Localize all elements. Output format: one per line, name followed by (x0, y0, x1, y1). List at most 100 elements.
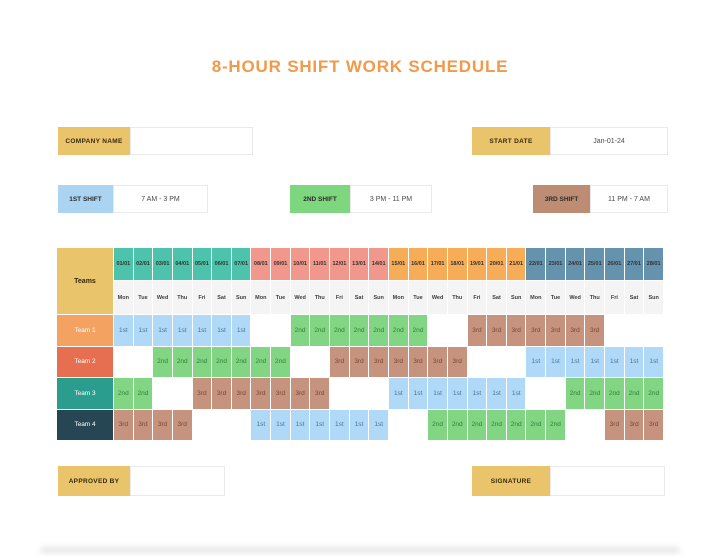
shift-cell-off (408, 409, 428, 440)
shift-cell-3rd: 3rd (192, 378, 212, 409)
shift-cell-1st: 1st (585, 346, 605, 377)
date-header-cell: 02/01 (133, 248, 153, 280)
shift-cell-1st: 1st (349, 409, 369, 440)
day-header-cell: Tue (408, 281, 428, 314)
company-name-field[interactable] (130, 127, 253, 155)
shift-cell-1st: 1st (251, 409, 271, 440)
shift-cell-3rd: 3rd (133, 409, 153, 440)
date-header-cell: 24/01 (565, 248, 585, 280)
day-header-cell: Tue (271, 281, 290, 314)
day-header-cell: Thu (172, 281, 192, 314)
shift-cell-3rd: 3rd (114, 409, 133, 440)
shift-cell-3rd: 3rd (330, 346, 349, 377)
shift-cell-3rd: 3rd (408, 346, 428, 377)
approved-by-field[interactable] (130, 466, 225, 496)
shift-cell-1st: 1st (506, 378, 526, 409)
day-header-cell: Mon (251, 281, 271, 314)
date-header-cell: 12/01 (330, 248, 349, 280)
date-header-cell: 09/01 (271, 248, 290, 280)
day-header-cell: Mon (388, 281, 408, 314)
shift-cell-off (251, 315, 271, 346)
shift-cell-1st: 1st (605, 346, 624, 377)
date-header-cell: 04/01 (172, 248, 192, 280)
date-header-cell: 13/01 (349, 248, 369, 280)
date-header-cell: 21/01 (506, 248, 526, 280)
day-header-cell: Sun (506, 281, 526, 314)
shift-cell-2nd: 2nd (212, 346, 231, 377)
shift-cell-2nd: 2nd (428, 409, 447, 440)
day-header-cell: Wed (565, 281, 585, 314)
day-header-cell: Fri (192, 281, 212, 314)
shift-cell-off (644, 315, 663, 346)
shift-cell-2nd: 2nd (114, 378, 133, 409)
date-header-cell: 18/01 (447, 248, 467, 280)
team-row-label: Team 3 (57, 378, 113, 409)
shift-cell-2nd: 2nd (369, 315, 388, 346)
date-header-cell: 07/01 (231, 248, 251, 280)
team-row-label: Team 1 (57, 315, 113, 346)
day-header-cell: Sat (349, 281, 369, 314)
shift-cell-1st: 1st (271, 409, 290, 440)
date-header-cell: 15/01 (388, 248, 408, 280)
start-date-field[interactable]: Jan-01-24 (550, 127, 668, 155)
shift-cell-2nd: 2nd (506, 409, 526, 440)
shift-cell-off (585, 409, 605, 440)
team-row-label: Team 4 (57, 409, 113, 440)
signature-label: SIGNATURE (472, 466, 550, 496)
shift-cell-1st: 1st (310, 409, 330, 440)
teams-header-cell: Teams (57, 248, 113, 314)
shift-cell-2nd: 2nd (605, 378, 624, 409)
shift-cell-3rd: 3rd (487, 315, 506, 346)
shift-cell-1st: 1st (408, 378, 428, 409)
shift-cell-3rd: 3rd (526, 315, 546, 346)
shift-cell-2nd: 2nd (290, 315, 310, 346)
day-header-cell: Thu (447, 281, 467, 314)
day-header-cell: Fri (330, 281, 349, 314)
shift-cell-2nd: 2nd (349, 315, 369, 346)
second-shift-legend-label: 2ND SHIFT (290, 185, 350, 213)
shift-cell-3rd: 3rd (251, 378, 271, 409)
date-header-cell: 11/01 (310, 248, 330, 280)
date-header-cell: 22/01 (526, 248, 546, 280)
shift-cell-off (290, 346, 310, 377)
shift-cell-1st: 1st (231, 315, 251, 346)
date-header-cell: 10/01 (290, 248, 310, 280)
shift-cell-off (565, 409, 585, 440)
shift-cell-2nd: 2nd (408, 315, 428, 346)
day-header-cell: Sat (487, 281, 506, 314)
company-name-label: COMPANY NAME (58, 127, 130, 155)
shift-cell-2nd: 2nd (251, 346, 271, 377)
shift-cell-1st: 1st (388, 378, 408, 409)
shift-cell-3rd: 3rd (644, 409, 663, 440)
date-header-cell: 19/01 (467, 248, 487, 280)
day-header-cell: Fri (605, 281, 624, 314)
day-header-cell: Mon (114, 281, 133, 314)
day-header-cell: Thu (585, 281, 605, 314)
shift-cell-3rd: 3rd (271, 378, 290, 409)
page-title: 8-HOUR SHIFT WORK SCHEDULE (211, 57, 509, 76)
shift-cell-2nd: 2nd (644, 378, 663, 409)
shift-cell-off (506, 346, 526, 377)
shift-cell-1st: 1st (369, 409, 388, 440)
shift-cell-3rd: 3rd (231, 378, 251, 409)
shift-cell-off (546, 378, 565, 409)
shift-cell-1st: 1st (172, 315, 192, 346)
day-header-cell: Sun (369, 281, 388, 314)
date-header-cell: 17/01 (428, 248, 447, 280)
shift-cell-2nd: 2nd (153, 346, 172, 377)
day-header-cell: Sat (212, 281, 231, 314)
shift-cell-2nd: 2nd (330, 315, 349, 346)
third-shift-time: 11 PM - 7 AM (590, 185, 668, 213)
shift-cell-2nd: 2nd (487, 409, 506, 440)
shift-cell-1st: 1st (447, 378, 467, 409)
shift-cell-off (310, 346, 330, 377)
shift-cell-1st: 1st (330, 409, 349, 440)
shift-cell-2nd: 2nd (467, 409, 487, 440)
first-shift-legend-label: 1ST SHIFT (58, 185, 113, 213)
shift-cell-3rd: 3rd (310, 378, 330, 409)
shift-cell-1st: 1st (644, 346, 663, 377)
shift-cell-3rd: 3rd (349, 346, 369, 377)
signature-field[interactable] (550, 466, 665, 496)
shift-cell-off (271, 315, 290, 346)
